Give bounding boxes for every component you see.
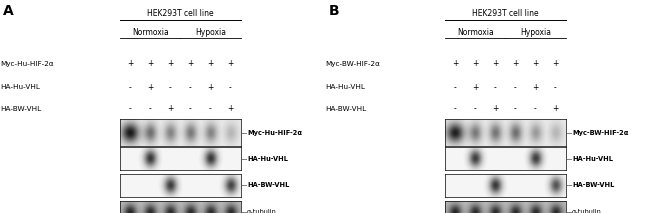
Text: B: B	[328, 4, 339, 18]
Text: -: -	[454, 83, 457, 92]
Text: -: -	[149, 104, 151, 113]
Text: +: +	[552, 59, 558, 68]
Text: +: +	[532, 59, 539, 68]
Text: Myc-BW-HIF-2α: Myc-BW-HIF-2α	[325, 61, 380, 67]
Text: +: +	[227, 59, 233, 68]
Text: +: +	[472, 83, 478, 92]
Text: +: +	[147, 83, 153, 92]
Text: HA-Hu-VHL: HA-Hu-VHL	[325, 84, 365, 90]
Text: +: +	[207, 59, 214, 68]
Text: Hypoxia: Hypoxia	[195, 28, 226, 37]
Text: -: -	[514, 83, 517, 92]
Text: HA-Hu-VHL: HA-Hu-VHL	[0, 84, 40, 90]
Text: Myc-Hu-HIF-2α: Myc-Hu-HIF-2α	[247, 130, 302, 136]
Text: HA-Hu-VHL: HA-Hu-VHL	[247, 156, 288, 162]
Text: -: -	[209, 104, 212, 113]
Text: -: -	[229, 83, 232, 92]
Text: HA-BW-VHL: HA-BW-VHL	[247, 182, 289, 188]
Text: +: +	[207, 83, 214, 92]
Text: α-tubulin: α-tubulin	[247, 209, 277, 213]
Text: -: -	[454, 104, 457, 113]
Text: -: -	[189, 83, 192, 92]
Text: -: -	[129, 104, 132, 113]
Text: HA-BW-VHL: HA-BW-VHL	[325, 106, 366, 112]
Text: -: -	[514, 104, 517, 113]
Text: +: +	[552, 104, 558, 113]
Text: +: +	[127, 59, 133, 68]
Text: Myc-Hu-HIF-2α: Myc-Hu-HIF-2α	[0, 61, 53, 67]
Text: +: +	[532, 83, 539, 92]
Text: -: -	[189, 104, 192, 113]
Text: A: A	[3, 4, 14, 18]
Text: +: +	[167, 59, 174, 68]
Text: +: +	[187, 59, 194, 68]
Text: +: +	[167, 104, 174, 113]
Text: -: -	[129, 83, 132, 92]
Text: +: +	[492, 59, 499, 68]
Text: +: +	[227, 104, 233, 113]
Text: -: -	[534, 104, 537, 113]
Text: +: +	[472, 59, 478, 68]
Text: HA-Hu-VHL: HA-Hu-VHL	[572, 156, 613, 162]
Text: Myc-BW-HIF-2α: Myc-BW-HIF-2α	[572, 130, 629, 136]
Text: HA-BW-VHL: HA-BW-VHL	[0, 106, 41, 112]
Text: α-tubulin: α-tubulin	[572, 209, 602, 213]
Text: -: -	[554, 83, 557, 92]
Text: -: -	[494, 83, 497, 92]
Text: -: -	[474, 104, 476, 113]
Text: Hypoxia: Hypoxia	[520, 28, 551, 37]
Text: +: +	[512, 59, 519, 68]
Text: HA-BW-VHL: HA-BW-VHL	[572, 182, 614, 188]
Text: HEK293T cell line: HEK293T cell line	[147, 9, 214, 17]
Text: Normoxia: Normoxia	[457, 28, 494, 37]
Text: +: +	[492, 104, 499, 113]
Text: +: +	[452, 59, 458, 68]
Text: +: +	[147, 59, 153, 68]
Text: -: -	[169, 83, 172, 92]
Text: Normoxia: Normoxia	[132, 28, 169, 37]
Text: HEK293T cell line: HEK293T cell line	[472, 9, 539, 17]
